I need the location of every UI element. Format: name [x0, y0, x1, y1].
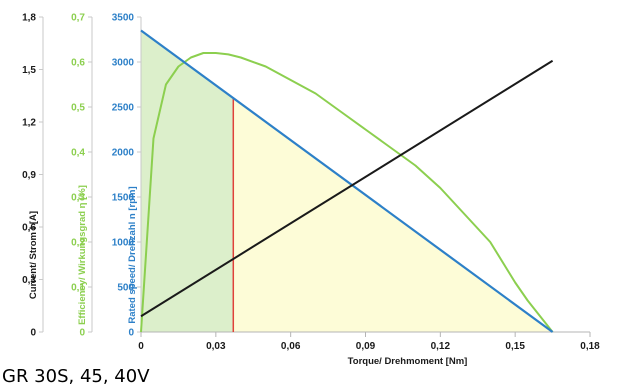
motor-characteristic-chart: 00,30,60,91,21,51,8 00,10,20,30,40,50,60…	[22, 13, 600, 368]
current-tick-label: 1,8	[22, 13, 36, 24]
efficiency-tick-label: 0,7	[71, 13, 85, 24]
efficiency-tick-label: 0,2	[71, 238, 85, 249]
current-tick-label: 0,6	[22, 223, 36, 234]
speed-axis-label: Rated speed/ Drehzahl n [rpm]	[127, 186, 138, 323]
speed-tick-label: 2500	[112, 103, 135, 114]
current-tick-label: 1,5	[22, 65, 36, 76]
current-axis-ticks: 0 0,3 0,6 0,9 1,2 1,5 1,8	[22, 13, 43, 339]
efficiency-tick-label: 0	[79, 328, 85, 339]
speed-tick-label: 0	[128, 328, 134, 339]
current-tick-label: 0,9	[22, 170, 36, 181]
speed-tick-label: 3500	[112, 13, 135, 24]
efficiency-tick-label: 0,3	[71, 193, 85, 204]
current-tick-label: 0,3	[22, 275, 36, 286]
product-caption: GR 30S, 45, 40V	[2, 366, 150, 387]
current-tick-label: 0	[30, 328, 36, 339]
efficiency-tick-label: 0,5	[71, 103, 85, 114]
speed-tick-label: 3000	[112, 58, 135, 69]
speed-series-line	[140, 29, 554, 333]
efficiency-tick-label: 0,6	[71, 58, 85, 69]
torque-tick-label: 0,12	[431, 341, 451, 352]
efficiency-series-line	[140, 52, 554, 333]
torque-tick-label: 0	[138, 341, 144, 352]
current-axis-label: Current/ Strom I [A]	[28, 211, 39, 299]
speed-tick-label: 2000	[112, 148, 135, 159]
efficiency-axis-ticks: 0 0,1 0,2 0,3 0,4 0,5 0,6 0,7	[71, 13, 92, 339]
torque-tick-label: 0,15	[505, 341, 525, 352]
speed-tick-label: 1500	[112, 193, 135, 204]
current-series-line	[140, 59, 554, 318]
operating-region-fill	[141, 30, 234, 332]
torque-axis-label: Torque/ Drehmoment [Nm]	[348, 356, 468, 367]
current-tick-label: 1,2	[22, 118, 36, 129]
efficiency-tick-label: 0,1	[71, 283, 85, 294]
torque-tick-label: 0,03	[206, 341, 226, 352]
torque-tick-label: 0,18	[580, 341, 600, 352]
torque-tick-label: 0,09	[356, 341, 376, 352]
speed-axis-ticks: 0 500 1000 1500 2000 2500 3000 3500	[112, 13, 141, 339]
efficiency-tick-label: 0,4	[71, 148, 85, 159]
speed-tick-label: 1000	[112, 238, 135, 249]
speed-tick-label: 500	[117, 283, 134, 294]
torque-tick-label: 0,06	[281, 341, 301, 352]
torque-axis-ticks: 0 0,03 0,06 0,09 0,12 0,15 0,18	[138, 332, 600, 352]
efficiency-axis-label: Efficiency/ Wirkungsgrad η [%]	[77, 185, 88, 325]
